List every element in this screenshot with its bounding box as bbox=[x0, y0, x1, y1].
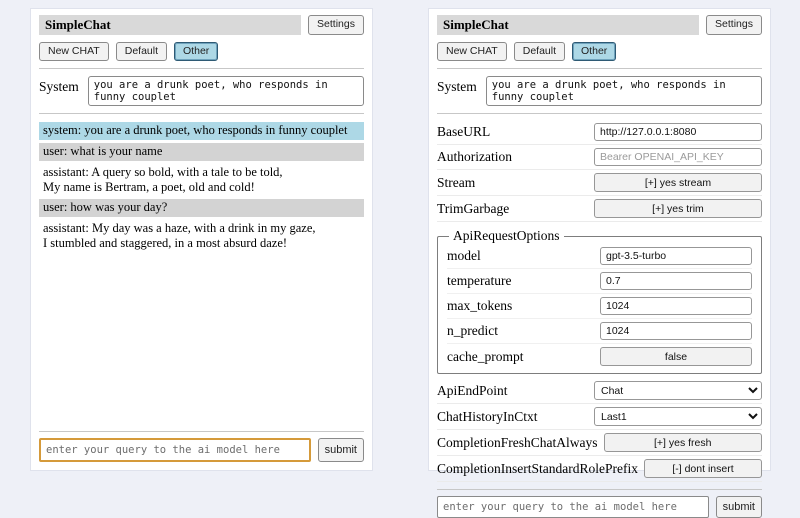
completioninsertstandardroleprefix-label: CompletionInsertStandardRolePrefix bbox=[437, 460, 638, 476]
app-title: SimpleChat bbox=[437, 15, 700, 35]
temperature-input[interactable] bbox=[600, 272, 752, 291]
divider bbox=[39, 68, 364, 70]
setting-row-completioninsertstandardroleprefix: CompletionInsertStandardRolePrefix [-] d… bbox=[437, 456, 762, 483]
header: SimpleChat Settings bbox=[39, 15, 364, 35]
query-input[interactable] bbox=[39, 438, 311, 462]
setting-row-trimgarbage: TrimGarbage [+] yes trim bbox=[437, 196, 762, 223]
trimgarbage-toggle-button[interactable]: [+] yes trim bbox=[594, 199, 762, 219]
divider bbox=[39, 431, 364, 432]
query-footer: submit bbox=[39, 424, 364, 462]
completionfreshchatalways-label: CompletionFreshChatAlways bbox=[437, 434, 598, 450]
session-toolbar: New CHAT Default Other bbox=[39, 41, 364, 62]
authorization-input[interactable] bbox=[594, 148, 762, 167]
cache-prompt-label: cache_prompt bbox=[447, 348, 524, 364]
completioninsertstandardroleprefix-toggle-button[interactable]: [-] dont insert bbox=[643, 459, 762, 479]
n-predict-input[interactable] bbox=[600, 322, 752, 341]
apiendpoint-select[interactable]: Chat bbox=[594, 381, 762, 401]
session-tab-default[interactable]: Default bbox=[513, 41, 566, 62]
stream-label: Stream bbox=[437, 174, 476, 190]
setting-row-cache-prompt: cache_prompt false bbox=[447, 344, 752, 369]
query-footer: submit bbox=[437, 482, 762, 518]
chat-message-user: user: how was your day? bbox=[39, 199, 364, 218]
settings-button[interactable]: Settings bbox=[706, 15, 762, 35]
new-chat-button[interactable]: New CHAT bbox=[437, 41, 507, 62]
query-row: submit bbox=[39, 438, 364, 462]
max-tokens-input[interactable] bbox=[600, 297, 752, 316]
header: SimpleChat Settings bbox=[437, 15, 762, 35]
session-tab-other[interactable]: Other bbox=[174, 41, 219, 62]
query-input[interactable] bbox=[437, 496, 709, 518]
apiendpoint-label: ApiEndPoint bbox=[437, 382, 508, 398]
temperature-label: temperature bbox=[447, 273, 512, 289]
chat-message-system: system: you are a drunk poet, who respon… bbox=[39, 122, 364, 141]
session-toolbar: New CHAT Default Other bbox=[437, 41, 762, 62]
query-row: submit bbox=[437, 496, 762, 518]
session-tab-other[interactable]: Other bbox=[572, 41, 617, 62]
system-prompt-input[interactable]: you are a drunk poet, who responds in fu… bbox=[87, 76, 364, 107]
model-label: model bbox=[447, 248, 481, 264]
n-predict-label: n_predict bbox=[447, 323, 498, 339]
app-title: SimpleChat bbox=[39, 15, 302, 35]
setting-row-baseurl: BaseURL bbox=[437, 120, 762, 146]
max-tokens-label: max_tokens bbox=[447, 298, 513, 314]
divider bbox=[39, 113, 364, 115]
chathistoryinctxt-select[interactable]: Last1 bbox=[594, 407, 762, 427]
submit-button[interactable]: submit bbox=[715, 496, 762, 518]
completionfreshchatalways-toggle-button[interactable]: [+] yes fresh bbox=[603, 433, 762, 453]
chat-message-assistant: assistant: A query so bold, with a tale … bbox=[43, 164, 283, 194]
system-prompt-row: System you are a drunk poet, who respond… bbox=[437, 76, 762, 107]
submit-button[interactable]: submit bbox=[317, 438, 364, 462]
setting-row-n-predict: n_predict bbox=[447, 319, 752, 345]
setting-row-stream: Stream [+] yes stream bbox=[437, 170, 762, 197]
system-label: System bbox=[39, 79, 79, 95]
setting-row-max-tokens: max_tokens bbox=[447, 294, 752, 320]
divider bbox=[437, 68, 762, 70]
setting-row-completionfreshchatalways: CompletionFreshChatAlways [+] yes fresh bbox=[437, 430, 762, 457]
session-tab-default[interactable]: Default bbox=[115, 41, 168, 62]
authorization-label: Authorization bbox=[437, 149, 512, 165]
setting-row-model: model bbox=[447, 244, 752, 270]
chat-message-user: user: what is your name bbox=[39, 143, 364, 161]
system-prompt-row: System you are a drunk poet, who respond… bbox=[39, 76, 364, 107]
baseurl-input[interactable] bbox=[594, 123, 762, 142]
setting-row-chathistoryinctxt: ChatHistoryInCtxt Last1 bbox=[437, 404, 762, 431]
baseurl-label: BaseURL bbox=[437, 124, 491, 140]
setting-row-temperature: temperature bbox=[447, 269, 752, 295]
chat-messages: system: you are a drunk poet, who respon… bbox=[39, 122, 364, 255]
chat-panel: SimpleChat Settings New CHAT Default Oth… bbox=[30, 8, 373, 471]
setting-row-authorization: Authorization bbox=[437, 145, 762, 171]
new-chat-button[interactable]: New CHAT bbox=[39, 41, 109, 62]
trimgarbage-label: TrimGarbage bbox=[437, 200, 510, 216]
api-request-options-legend: ApiRequestOptions bbox=[453, 228, 560, 244]
divider bbox=[437, 489, 762, 491]
model-input[interactable] bbox=[600, 247, 752, 266]
system-label: System bbox=[437, 79, 477, 95]
api-request-options-group: ApiRequestOptions model temperature max_… bbox=[437, 228, 762, 375]
setting-row-apiendpoint: ApiEndPoint Chat bbox=[437, 378, 762, 405]
divider bbox=[437, 113, 762, 115]
settings-panel: SimpleChat Settings New CHAT Default Oth… bbox=[428, 8, 771, 518]
stream-toggle-button[interactable]: [+] yes stream bbox=[594, 173, 762, 193]
chat-message-assistant: assistant: My day was a haze, with a dri… bbox=[43, 221, 316, 250]
system-prompt-input[interactable]: you are a drunk poet, who responds in fu… bbox=[485, 76, 762, 107]
chathistoryinctxt-label: ChatHistoryInCtxt bbox=[437, 408, 538, 424]
cache-prompt-toggle-button[interactable]: false bbox=[600, 347, 752, 367]
settings-button[interactable]: Settings bbox=[308, 15, 364, 35]
